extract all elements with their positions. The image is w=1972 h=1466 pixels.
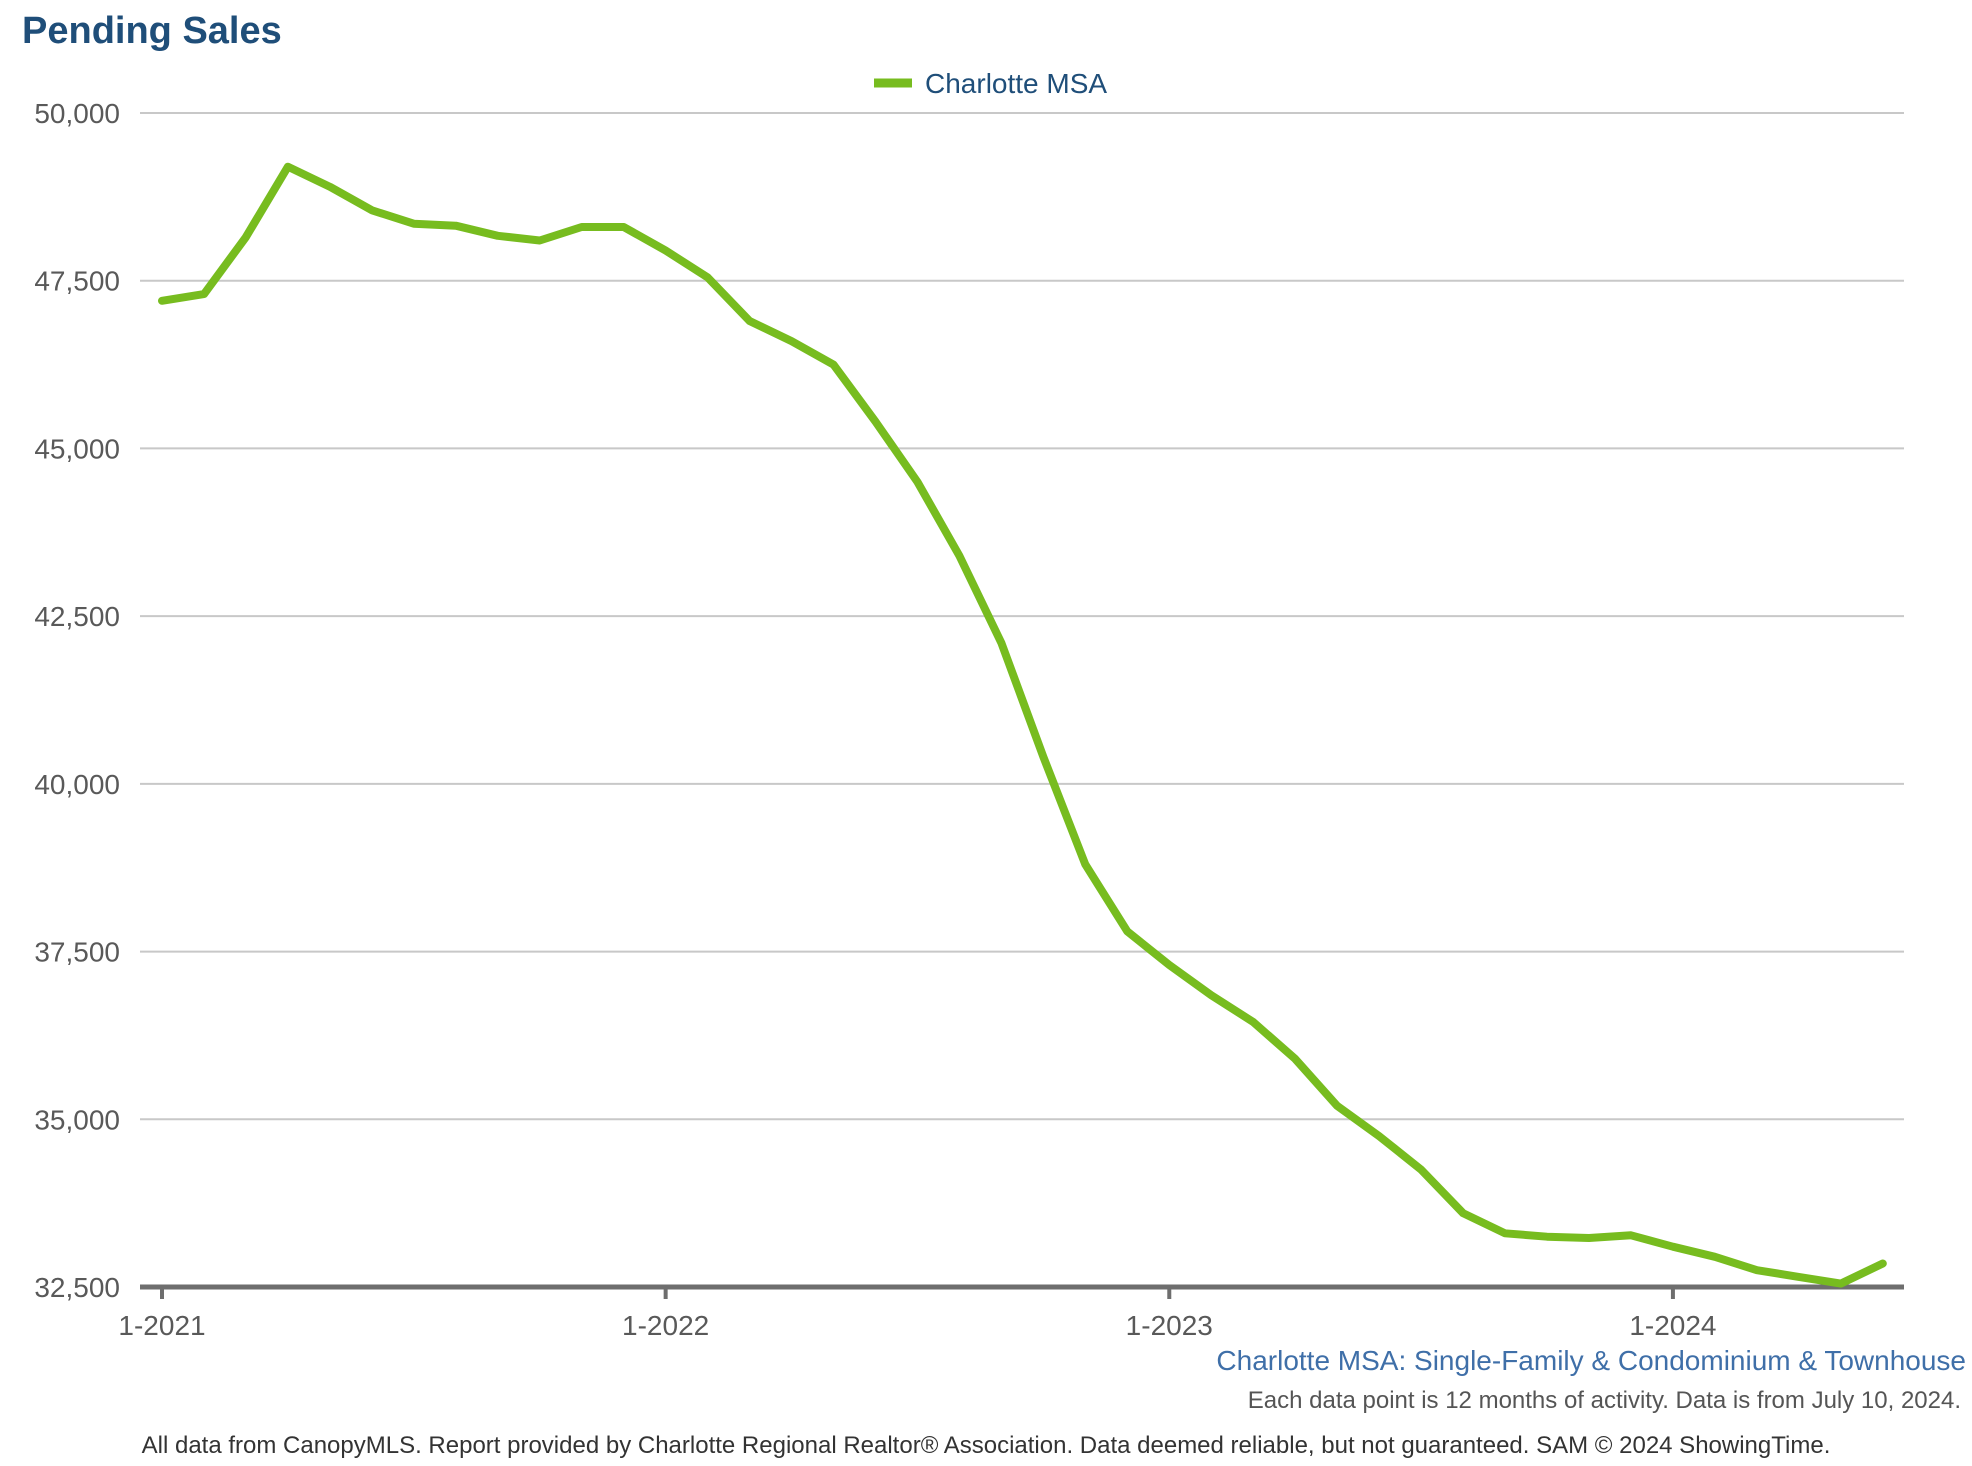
legend: Charlotte MSA	[874, 68, 1107, 99]
data-point	[1295, 1058, 1296, 1059]
y-tick-label: 50,000	[34, 98, 120, 129]
x-tick-label: 1-2023	[1126, 1310, 1213, 1341]
data-point	[1337, 1105, 1338, 1106]
y-tick-label: 37,500	[34, 937, 120, 968]
data-point	[1211, 995, 1212, 996]
data-point	[1798, 1276, 1799, 1277]
x-tick-label: 1-2022	[622, 1310, 709, 1341]
data-point	[1421, 1169, 1422, 1170]
chart-title: Pending Sales	[22, 10, 282, 52]
x-tick-label: 1-2021	[118, 1310, 205, 1341]
data-point	[329, 186, 330, 187]
data-point	[707, 277, 708, 278]
data-point	[1001, 643, 1002, 644]
y-tick-label: 47,500	[34, 266, 120, 297]
data-point	[665, 250, 666, 251]
data-point	[413, 223, 414, 224]
data-point	[1672, 1246, 1673, 1247]
data-point	[875, 421, 876, 422]
data-point	[539, 240, 540, 241]
legend-label: Charlotte MSA	[925, 68, 1107, 99]
gridlines	[140, 112, 1904, 1290]
data-point	[917, 482, 918, 483]
y-axis-ticks: 50,000 47,500 45,000 42,500 40,000 37,500 35,0…	[34, 98, 120, 1303]
data-point	[245, 237, 246, 238]
data-point	[1127, 931, 1128, 932]
data-point	[791, 341, 792, 342]
series-layer	[158, 162, 1887, 1288]
data-point	[623, 227, 624, 228]
data-point	[1463, 1213, 1464, 1214]
series-line	[158, 162, 1887, 1288]
data-point	[581, 227, 582, 228]
data-point	[455, 225, 456, 226]
data-point	[1547, 1236, 1548, 1237]
data-point	[1756, 1270, 1757, 1271]
y-tick-label: 42,500	[34, 601, 120, 632]
y-tick-label: 40,000	[34, 769, 120, 800]
data-point	[959, 555, 960, 556]
data-point	[1505, 1233, 1506, 1234]
data-point	[204, 294, 205, 295]
data-point	[1379, 1136, 1380, 1137]
data-point	[1840, 1283, 1841, 1284]
y-tick-label: 32,500	[34, 1272, 120, 1303]
data-point	[1714, 1256, 1715, 1257]
y-tick-label: 45,000	[34, 433, 120, 464]
data-point	[162, 300, 163, 301]
data-point	[497, 235, 498, 236]
data-point	[1882, 1263, 1883, 1264]
y-tick-label: 35,000	[34, 1104, 120, 1135]
data-point	[833, 364, 834, 365]
data-point	[371, 210, 372, 211]
data-point	[1169, 965, 1170, 966]
data-point	[287, 166, 288, 167]
data-point	[1589, 1238, 1590, 1239]
data-point	[1631, 1235, 1632, 1236]
data-point	[1085, 864, 1086, 865]
chart-subtitle: Charlotte MSA: Single-Family & Condomini…	[1216, 1345, 1966, 1376]
data-point	[749, 321, 750, 322]
data-point	[1043, 757, 1044, 758]
data-point	[1253, 1022, 1254, 1023]
footer-text: All data from CanopyMLS. Report provided…	[141, 1432, 1831, 1459]
data-note: Each data point is 12 months of activity…	[1247, 1387, 1961, 1414]
x-tick-label: 1-2024	[1629, 1310, 1716, 1341]
x-axis-ticks: 1-2021 1-2022 1-2023 1-2024	[118, 1287, 1717, 1341]
